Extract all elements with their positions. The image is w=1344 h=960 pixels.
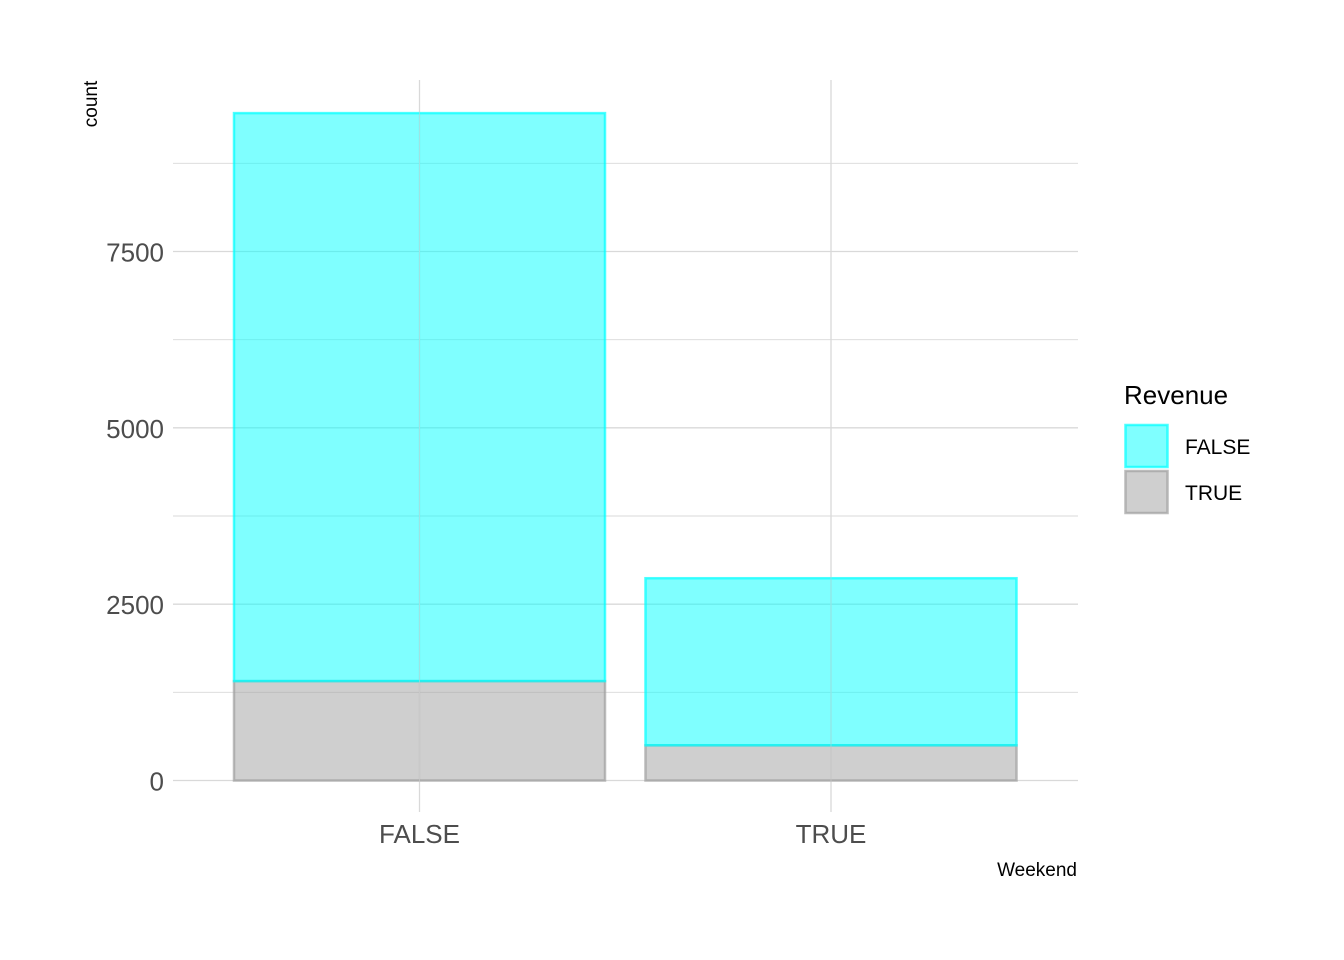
x-tick-labels: FALSE TRUE — [379, 819, 866, 849]
y-tick-label: 7500 — [106, 238, 164, 268]
legend-title: Revenue — [1124, 380, 1228, 410]
bar-true-revenue-false — [644, 576, 1018, 747]
y-tick-label: 0 — [150, 767, 164, 797]
y-tick-label: 5000 — [106, 414, 164, 444]
vertical-grid-lines — [419, 80, 832, 812]
bar-false-revenue-false — [232, 111, 607, 683]
bars — [232, 111, 1018, 782]
x-tick-label: TRUE — [796, 819, 867, 849]
y-tick-labels: 0 2500 5000 7500 — [106, 238, 164, 797]
x-tick-label: FALSE — [379, 819, 460, 849]
legend: Revenue FALSE TRUE — [1124, 380, 1250, 515]
legend-label-false: FALSE — [1185, 436, 1250, 459]
legend-items: FALSE TRUE — [1124, 423, 1250, 515]
y-tick-label: 2500 — [106, 590, 164, 620]
bar-true-revenue-true — [644, 744, 1018, 782]
legend-key-false — [1124, 423, 1169, 469]
x-axis-title: Weekend — [997, 860, 1077, 881]
legend-key-true — [1124, 469, 1169, 515]
y-axis-title: count — [81, 80, 102, 127]
legend-label-true: TRUE — [1185, 482, 1242, 505]
